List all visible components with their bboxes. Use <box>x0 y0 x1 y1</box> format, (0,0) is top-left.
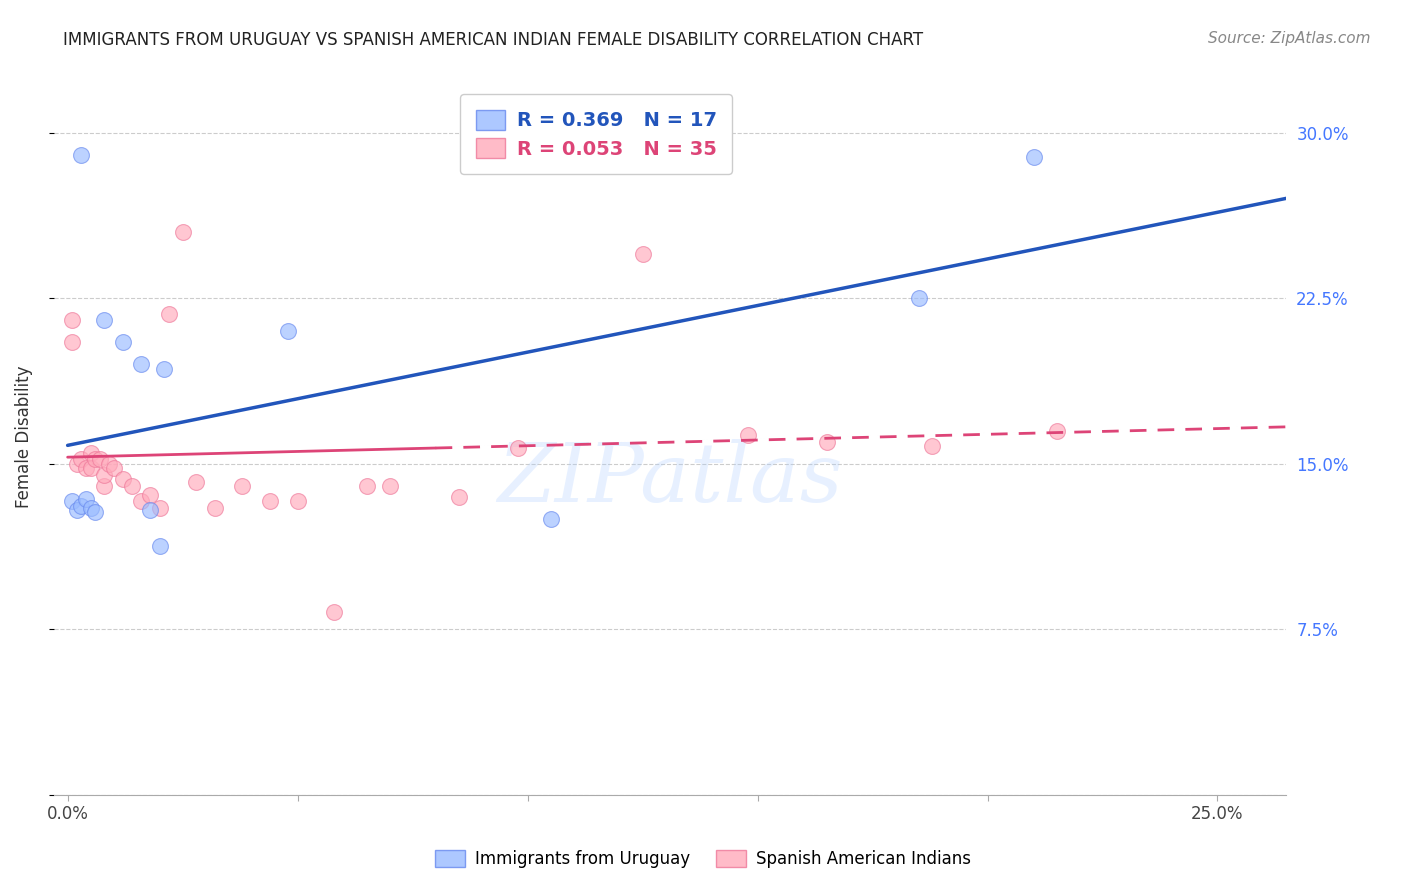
Point <box>93 479 115 493</box>
Point <box>60 313 83 327</box>
Text: IMMIGRANTS FROM URUGUAY VS SPANISH AMERICAN INDIAN FEMALE DISABILITY CORRELATION: IMMIGRANTS FROM URUGUAY VS SPANISH AMERI… <box>63 31 924 49</box>
Legend: R = 0.369   N = 17, R = 0.053   N = 35: R = 0.369 N = 17, R = 0.053 N = 35 <box>460 95 733 174</box>
Point <box>111 472 134 486</box>
Point <box>139 503 162 517</box>
Point <box>98 457 121 471</box>
Point <box>172 225 194 239</box>
Point <box>447 490 470 504</box>
Point <box>60 494 83 508</box>
Point <box>103 461 125 475</box>
Point <box>153 362 176 376</box>
Point <box>1022 150 1045 164</box>
Point <box>70 147 93 161</box>
Point <box>1045 424 1067 438</box>
Point <box>259 494 281 508</box>
Legend: Immigrants from Uruguay, Spanish American Indians: Immigrants from Uruguay, Spanish America… <box>429 843 977 875</box>
Point <box>508 442 530 456</box>
Point <box>129 358 152 372</box>
Point <box>89 452 111 467</box>
Point <box>66 503 89 517</box>
Point <box>84 452 107 467</box>
Point <box>79 461 101 475</box>
Point <box>66 457 89 471</box>
Point <box>111 335 134 350</box>
Point <box>186 475 208 489</box>
Point <box>378 479 401 493</box>
Point <box>323 605 346 619</box>
Point <box>75 492 97 507</box>
Point <box>157 307 180 321</box>
Point <box>231 479 253 493</box>
Point <box>815 434 838 449</box>
Point <box>75 461 97 475</box>
Point <box>149 539 172 553</box>
Point <box>93 467 115 482</box>
Text: Source: ZipAtlas.com: Source: ZipAtlas.com <box>1208 31 1371 46</box>
Point <box>79 446 101 460</box>
Point <box>907 291 929 305</box>
Point <box>204 501 226 516</box>
Point <box>70 452 93 467</box>
Point <box>540 512 562 526</box>
Point <box>84 505 107 519</box>
Point <box>129 494 152 508</box>
Point <box>737 428 759 442</box>
Point <box>121 479 143 493</box>
Point <box>631 247 654 261</box>
Point <box>60 335 83 350</box>
Point <box>139 488 162 502</box>
Point <box>287 494 309 508</box>
Point <box>356 479 378 493</box>
Point <box>79 501 101 516</box>
Text: ZIPatlas: ZIPatlas <box>498 439 844 519</box>
Point <box>93 313 115 327</box>
Point <box>921 439 943 453</box>
Point <box>149 501 172 516</box>
Point <box>70 499 93 513</box>
Point <box>277 324 299 338</box>
Y-axis label: Female Disability: Female Disability <box>15 365 32 508</box>
